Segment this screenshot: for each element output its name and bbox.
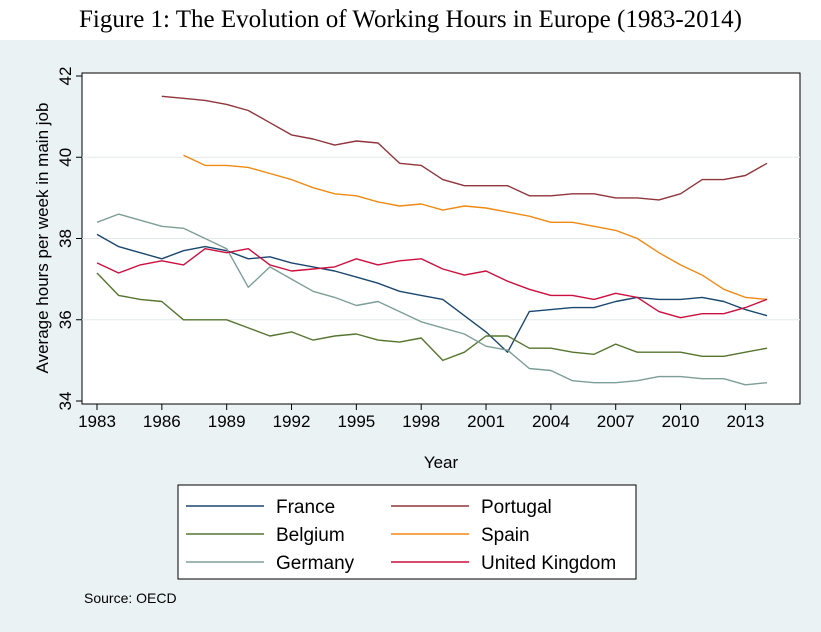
x-axis: 1983 1986 1989 1992 1995 1998 2001 2004 2007 2010… xyxy=(78,404,764,431)
legend: France Portugal Belgium Spain Germany United … xyxy=(177,484,637,580)
y-tick-label: 36 xyxy=(56,310,75,329)
x-tick-label: 1989 xyxy=(208,412,246,431)
x-tick-label: 2001 xyxy=(467,412,505,431)
legend-label-portugal: Portugal xyxy=(481,497,552,518)
y-tick-label: 42 xyxy=(56,67,75,86)
x-tick-label: 1995 xyxy=(337,412,375,431)
y-axis: 34 36 38 40 42 xyxy=(56,67,82,411)
x-tick-label: 1986 xyxy=(143,412,181,431)
x-tick-label: 2013 xyxy=(726,412,764,431)
x-tick-label: 2004 xyxy=(532,412,570,431)
x-tick-label: 1992 xyxy=(273,412,311,431)
legend-label-germany: Germany xyxy=(276,553,355,574)
y-tick-label: 40 xyxy=(56,148,75,167)
legend-box xyxy=(177,484,637,580)
legend-label-belgium: Belgium xyxy=(276,525,345,546)
series-line-portugal xyxy=(161,95,768,201)
x-tick-label: 1983 xyxy=(78,412,116,431)
figure-title: Figure 1: The Evolution of Working Hours… xyxy=(0,0,821,40)
x-axis-title: Year xyxy=(424,453,459,472)
chart-area: 34 36 38 40 42 1983 1986 1989 1992 1995 1998 2001 2… xyxy=(0,40,821,632)
legend-label-france: France xyxy=(276,497,335,518)
legend-label-united-kingdom: United Kingdom xyxy=(481,553,616,574)
source-note: Source: OECD xyxy=(84,590,177,606)
x-tick-label: 1998 xyxy=(402,412,440,431)
y-axis-title: Average hours per week in main job xyxy=(33,103,52,374)
x-tick-label: 2007 xyxy=(597,412,635,431)
series-line-united-kingdom xyxy=(96,247,768,319)
x-tick-label: 2010 xyxy=(662,412,700,431)
y-tick-label: 38 xyxy=(56,229,75,248)
line-chart: 34 36 38 40 42 1983 1986 1989 1992 1995 1998 2001 2… xyxy=(33,67,801,580)
series-lines xyxy=(96,95,768,386)
series-line-france xyxy=(96,233,768,353)
y-tick-label: 34 xyxy=(56,392,75,411)
series-line-belgium xyxy=(96,272,768,362)
series-line-germany xyxy=(96,213,768,386)
legend-label-spain: Spain xyxy=(481,525,530,546)
series-line-spain xyxy=(183,154,768,301)
